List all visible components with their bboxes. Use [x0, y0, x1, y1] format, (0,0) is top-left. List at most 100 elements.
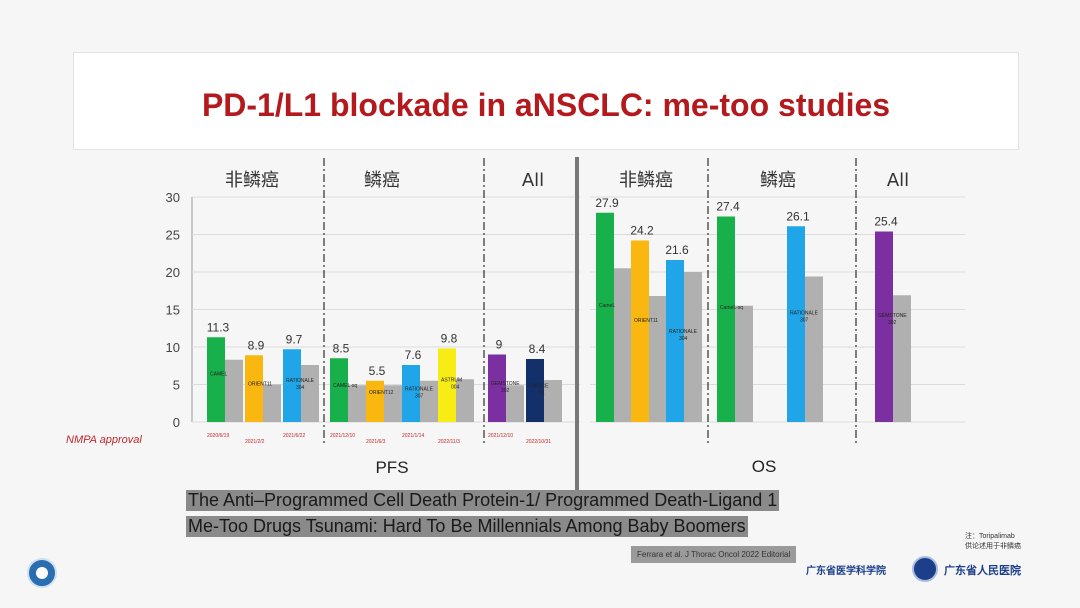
hospital-name: 广东省人民医院	[944, 565, 1021, 577]
control-bar	[301, 365, 319, 422]
bar-value-label: 24.2	[630, 224, 654, 238]
bar-value-label: 7.6	[405, 348, 422, 362]
approval-date: 2020/6/19	[207, 433, 229, 439]
citation: Ferrara et al. J Thorac Oncol 2022 Edito…	[631, 546, 797, 563]
treatment-bar	[787, 226, 805, 422]
side-note: 注：Toripalimab 供论述用于非鳞癌	[965, 532, 1021, 552]
control-bar	[614, 268, 632, 422]
trial-label: 01	[539, 390, 545, 396]
caption-line-2: Me-Too Drugs Tsunami: Hard To Be Millenn…	[186, 516, 748, 537]
trial-label: RATIONALE	[405, 387, 434, 393]
panel-label-os: OS	[752, 457, 777, 476]
side-note-line-2: 供论述用于非鳞癌	[965, 543, 1021, 550]
academy-logo-icon	[27, 558, 57, 588]
trial-label: GEMSTONE	[878, 313, 907, 319]
trial-label: CAMEL-sq	[333, 383, 357, 389]
control-bar	[893, 295, 911, 422]
control-bar	[684, 272, 702, 422]
control-bar	[384, 385, 402, 422]
trial-label: 304	[296, 385, 305, 391]
bar-value-label: 25.4	[874, 215, 898, 229]
bar-value-label: 27.4	[716, 200, 740, 214]
trial-label: 004	[451, 385, 460, 391]
control-bar	[263, 384, 281, 422]
bar-value-label: 9.8	[441, 332, 458, 346]
y-tick-label: 15	[166, 303, 180, 318]
control-bar	[456, 379, 474, 422]
bar-value-label: 8.9	[248, 338, 265, 352]
group-header: All	[887, 170, 909, 191]
treatment-bar	[596, 212, 614, 422]
org-name: 广东省医学科学院	[806, 566, 886, 577]
trial-label: CameL	[599, 303, 615, 309]
control-bar	[805, 276, 823, 422]
title-box: PD-1/L1 blockade in aNSCLC: me-too studi…	[73, 52, 1019, 150]
control-bar	[544, 380, 562, 422]
trial-label: ASTRUM	[441, 378, 462, 384]
trial-label: RATIONALE	[790, 310, 819, 316]
trial-label: 302	[888, 320, 897, 326]
trial-label: RATIONALE	[286, 378, 315, 384]
control-bar	[225, 359, 243, 422]
y-tick-label: 20	[166, 265, 180, 280]
hospital-logo-icon	[912, 556, 938, 582]
trial-label: 304	[679, 336, 688, 342]
caption-line-1: The Anti–Programmed Cell Death Protein-1…	[186, 490, 780, 511]
control-bar	[649, 296, 667, 422]
trial-label: ORIENT11	[248, 381, 272, 387]
control-bar	[420, 380, 438, 422]
treatment-bar	[666, 260, 684, 422]
group-header: 非鳞癌	[225, 170, 279, 191]
treatment-bar	[402, 365, 420, 422]
approval-date: 2022/11/3	[438, 439, 460, 445]
group-header: 非鳞癌	[619, 170, 673, 191]
control-bar	[506, 385, 524, 422]
trial-label: ORIENT12	[369, 390, 394, 396]
y-tick-label: 0	[173, 415, 180, 430]
control-bar	[348, 385, 366, 422]
treatment-bar	[366, 380, 384, 422]
control-bar	[735, 305, 753, 422]
y-tick-label: 5	[173, 378, 180, 393]
approval-date: 2022/10/31	[526, 439, 551, 445]
nmpa-approval-label: NMPA approval	[66, 434, 142, 446]
trial-label: 302	[501, 388, 510, 394]
treatment-bar	[875, 231, 893, 422]
side-note-line-1: 注：Toripalimab	[965, 533, 1015, 540]
treatment-bar	[245, 355, 263, 422]
approval-date: 2021/2/2	[245, 439, 265, 445]
bar-value-label: 8.4	[529, 342, 546, 356]
trial-label: 307	[800, 317, 809, 323]
treatment-bar	[631, 240, 649, 422]
bar-value-label: 11.3	[207, 320, 230, 334]
y-tick-label: 25	[166, 228, 180, 243]
bar-value-label: 27.9	[595, 196, 619, 210]
treatment-bar	[438, 348, 456, 422]
trial-label: ORIENT11	[634, 318, 658, 324]
trial-label: CameL-sq	[720, 305, 743, 311]
trial-label: 307	[415, 394, 424, 400]
treatment-bar	[330, 358, 348, 422]
approval-date: 2021/12/10	[488, 433, 513, 439]
approval-date: 2021/6/22	[283, 433, 305, 439]
slide-title: PD-1/L1 blockade in aNSCLC: me-too studi…	[201, 87, 891, 123]
trial-label: GEMSTONE	[491, 381, 520, 387]
bar-value-label: 9	[496, 338, 503, 352]
trial-label: CAMEL	[210, 371, 227, 377]
treatment-bar	[526, 359, 544, 422]
y-tick-label: 30	[166, 190, 180, 205]
bar-value-label: 5.5	[369, 364, 386, 378]
treatment-bar	[207, 337, 225, 422]
approval-date: 2021/12/10	[330, 433, 355, 439]
trial-label: CHOICE	[529, 383, 549, 389]
trial-label: RATIONALE	[669, 329, 698, 335]
treatment-bar	[717, 216, 735, 422]
y-tick-label: 10	[166, 340, 180, 355]
bar-value-label: 8.5	[333, 341, 350, 355]
approval-date: 2021/1/14	[402, 433, 424, 439]
treatment-bar	[283, 349, 301, 422]
bar-value-label: 9.7	[286, 332, 303, 346]
group-header: 鳞癌	[364, 170, 400, 191]
group-header: All	[522, 170, 544, 191]
